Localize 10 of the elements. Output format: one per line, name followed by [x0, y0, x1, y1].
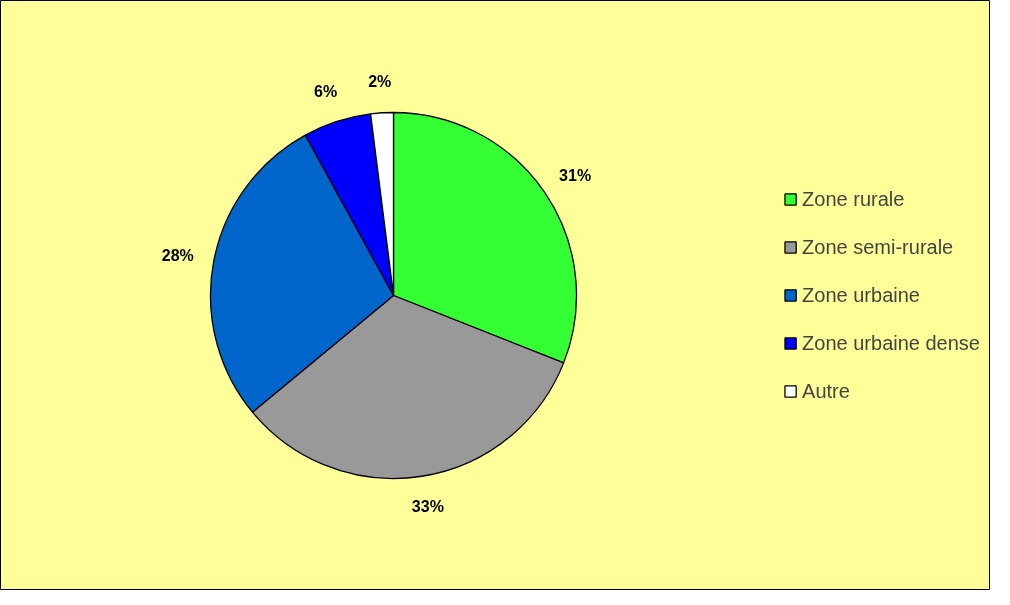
data-label: 33% — [411, 498, 444, 516]
data-label: 31% — [559, 166, 592, 184]
legend-label: Zone urbaine dense — [802, 330, 980, 356]
data-label: 2% — [368, 73, 392, 91]
data-label: 6% — [314, 83, 338, 101]
data-label: 28% — [161, 246, 194, 264]
legend-label: Zone semi-rurale — [802, 234, 954, 260]
legend-label: Autre — [802, 378, 850, 404]
legend-label: Zone urbaine — [802, 282, 920, 308]
legend-label: Zone rurale — [802, 186, 905, 212]
